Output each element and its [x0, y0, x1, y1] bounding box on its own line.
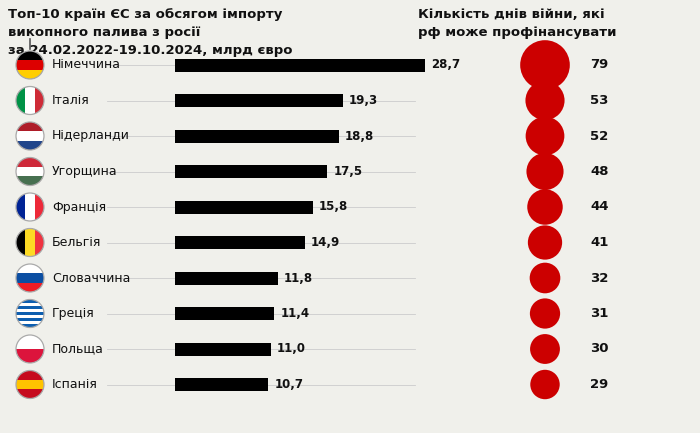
Point	[540, 275, 551, 281]
Bar	[16, 264, 44, 273]
Bar	[16, 306, 44, 309]
Text: 28,7: 28,7	[431, 58, 460, 71]
Bar	[175, 129, 339, 142]
Circle shape	[16, 264, 44, 292]
Text: Німеччина: Німеччина	[52, 58, 121, 71]
Text: 14,9: 14,9	[311, 236, 340, 249]
Text: 30: 30	[590, 343, 608, 355]
Bar	[16, 193, 25, 221]
Point	[540, 239, 551, 246]
Text: 48: 48	[590, 165, 608, 178]
Bar	[25, 229, 35, 256]
Bar	[16, 51, 44, 60]
Bar	[16, 70, 44, 79]
Text: 19,3: 19,3	[349, 94, 378, 107]
Bar	[16, 324, 44, 327]
Point	[540, 61, 551, 68]
Text: Іспанія: Іспанія	[52, 378, 98, 391]
Text: 18,8: 18,8	[345, 129, 374, 142]
Bar	[16, 349, 44, 363]
Text: 17,5: 17,5	[333, 165, 363, 178]
Bar	[35, 193, 44, 221]
Text: Кількість днів війни, які
рф може профінансувати: Кількість днів війни, які рф може профін…	[418, 8, 617, 39]
Point	[540, 132, 551, 139]
Bar	[35, 87, 44, 114]
Circle shape	[16, 51, 44, 79]
Bar	[16, 312, 44, 315]
Bar	[175, 94, 343, 107]
Bar	[175, 307, 274, 320]
Text: 11,0: 11,0	[276, 343, 306, 355]
Bar	[16, 158, 44, 167]
Bar	[16, 229, 25, 256]
Text: Угорщина: Угорщина	[52, 165, 118, 178]
Text: 79: 79	[590, 58, 608, 71]
Text: 31: 31	[590, 307, 608, 320]
Bar	[16, 389, 44, 398]
Circle shape	[16, 193, 44, 221]
Text: Словаччина: Словаччина	[52, 271, 130, 284]
Text: 11,4: 11,4	[280, 307, 309, 320]
Bar	[16, 309, 44, 312]
Point	[540, 168, 551, 175]
Text: 11,8: 11,8	[284, 271, 313, 284]
Circle shape	[16, 122, 44, 150]
Bar	[16, 122, 44, 131]
Text: Топ-10 країн ЄС за обсягом імпорту
викопного палива з росії
за 24.02.2022-19.10.: Топ-10 країн ЄС за обсягом імпорту викоп…	[8, 8, 293, 57]
Circle shape	[16, 300, 44, 327]
Text: 53: 53	[590, 94, 608, 107]
Bar	[16, 335, 44, 349]
Bar	[16, 60, 44, 70]
Bar	[16, 300, 44, 303]
Bar	[16, 131, 44, 141]
Bar	[175, 271, 278, 284]
Text: 10,7: 10,7	[274, 378, 303, 391]
Bar	[16, 167, 44, 176]
Bar	[16, 371, 44, 380]
Bar	[25, 87, 35, 114]
Point	[540, 204, 551, 210]
Point	[540, 310, 551, 317]
Text: Греція: Греція	[52, 307, 94, 320]
Bar	[175, 165, 328, 178]
Bar	[16, 380, 44, 389]
Text: 32: 32	[590, 271, 608, 284]
Text: 52: 52	[590, 129, 608, 142]
Bar	[16, 273, 44, 283]
Bar	[16, 176, 44, 185]
Text: 41: 41	[590, 236, 608, 249]
Bar	[25, 193, 35, 221]
Bar	[16, 318, 44, 321]
Circle shape	[16, 335, 44, 363]
Circle shape	[16, 229, 44, 256]
Bar	[35, 229, 44, 256]
Text: Польща: Польща	[52, 343, 104, 355]
Bar	[16, 315, 44, 318]
Bar	[16, 303, 44, 306]
Bar	[175, 58, 425, 71]
Text: 29: 29	[590, 378, 608, 391]
Bar	[175, 378, 268, 391]
Circle shape	[16, 371, 44, 398]
Bar	[175, 200, 313, 213]
Text: Франція: Франція	[52, 200, 106, 213]
Point	[540, 346, 551, 352]
Circle shape	[16, 87, 44, 114]
Text: Бельгія: Бельгія	[52, 236, 102, 249]
Text: Нідерланди: Нідерланди	[52, 129, 130, 142]
Bar	[16, 283, 44, 292]
Text: Італія: Італія	[52, 94, 90, 107]
Text: 15,8: 15,8	[318, 200, 348, 213]
Point	[540, 97, 551, 104]
Bar	[16, 321, 44, 324]
Bar	[175, 343, 271, 355]
Circle shape	[16, 158, 44, 185]
Bar	[16, 141, 44, 150]
Text: 44: 44	[590, 200, 608, 213]
Bar	[16, 87, 25, 114]
Bar	[175, 236, 304, 249]
Point	[540, 381, 551, 388]
